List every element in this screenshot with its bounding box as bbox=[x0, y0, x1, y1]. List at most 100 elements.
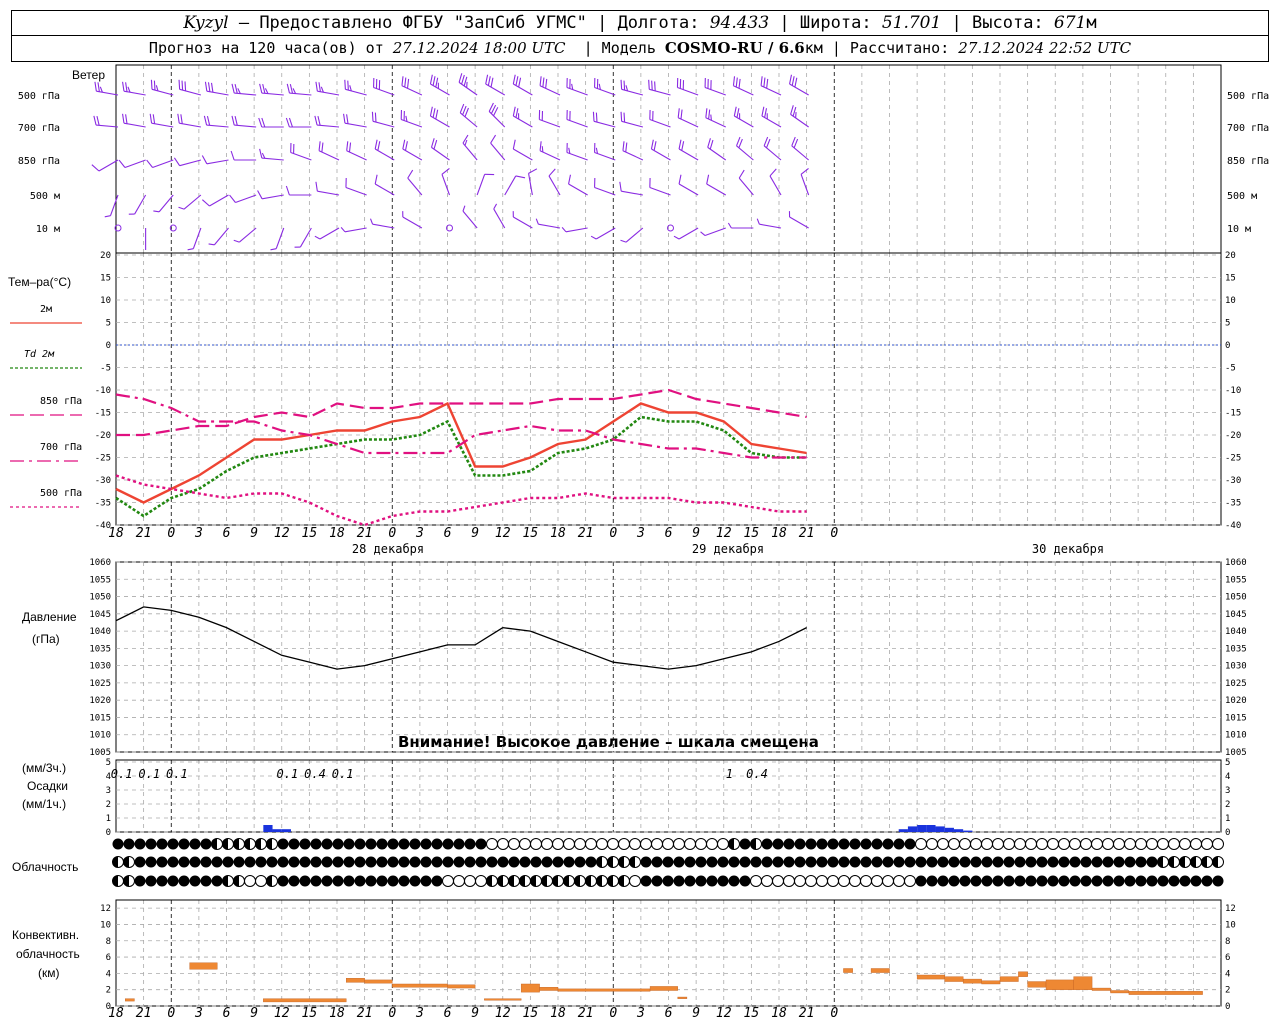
cloud-full bbox=[1124, 875, 1136, 887]
cloud-full bbox=[365, 856, 377, 868]
cloud-clear bbox=[1146, 838, 1158, 850]
wind-barb bbox=[93, 115, 119, 128]
wind-barb bbox=[791, 136, 809, 161]
cloud-full bbox=[332, 875, 344, 887]
precip-unit-3h: (мм/3ч.) bbox=[22, 761, 67, 775]
cloud-clear bbox=[530, 838, 542, 850]
precip-tick-left: 0 bbox=[106, 828, 111, 838]
cloud-full bbox=[816, 856, 828, 868]
cloud-full bbox=[332, 838, 344, 850]
cloud-full bbox=[420, 875, 432, 887]
cloud-full bbox=[167, 875, 179, 887]
precip-bar bbox=[926, 825, 936, 832]
x-tick-label: 9 bbox=[250, 1006, 258, 1021]
cloud-full bbox=[563, 856, 575, 868]
pressure-tick-left: 1005 bbox=[89, 748, 111, 758]
cloud-full bbox=[1047, 856, 1059, 868]
cloud-clear bbox=[970, 838, 982, 850]
conv-tick-right: 12 bbox=[1225, 904, 1236, 914]
x-tick-label: 6 bbox=[444, 1006, 452, 1021]
x-tick-label: 0 bbox=[167, 526, 175, 541]
precip-bar bbox=[898, 829, 908, 832]
precip-bar bbox=[917, 825, 927, 832]
pressure-tick-left: 1060 bbox=[89, 558, 111, 568]
cloud-clear bbox=[761, 875, 773, 887]
cloud-full bbox=[409, 838, 421, 850]
cloud-full bbox=[783, 856, 795, 868]
wind-barb bbox=[314, 227, 340, 240]
cloud-full bbox=[178, 856, 190, 868]
cloud-full bbox=[376, 875, 388, 887]
cloud-clear bbox=[497, 838, 509, 850]
cloud-full bbox=[816, 838, 828, 850]
cloud-full bbox=[1003, 856, 1015, 868]
cloud-clear bbox=[1168, 838, 1180, 850]
pressure-tick-right: 1060 bbox=[1225, 558, 1247, 568]
wind-barb bbox=[493, 203, 506, 229]
x-tick-label: 9 bbox=[692, 526, 700, 541]
forecast-from: 27.12.2024 18:00 UTC bbox=[392, 39, 566, 57]
wind-barb bbox=[230, 150, 257, 161]
conv-tick-right: 2 bbox=[1225, 986, 1230, 996]
temp-tick-left: 10 bbox=[100, 296, 111, 306]
pressure-tick-right: 1020 bbox=[1225, 696, 1247, 706]
pressure-tick-left: 1025 bbox=[89, 679, 111, 689]
cloud-clear bbox=[618, 838, 630, 850]
cloud-half bbox=[255, 838, 267, 850]
cloud-half bbox=[552, 875, 564, 887]
wind-level-left: 500 гПа bbox=[18, 91, 60, 102]
cloud-full bbox=[728, 875, 740, 887]
x-tick-label: 21 bbox=[799, 526, 815, 541]
cloud-full bbox=[684, 856, 696, 868]
cloud-full bbox=[805, 856, 817, 868]
conv-bar bbox=[364, 979, 393, 984]
wind-barb bbox=[400, 109, 423, 128]
cloud-full bbox=[772, 838, 784, 850]
wind-barb bbox=[229, 194, 257, 204]
cloud-full bbox=[1113, 856, 1125, 868]
cloud-clear bbox=[640, 838, 652, 850]
wind-barb bbox=[650, 139, 671, 161]
cloud-full bbox=[200, 856, 212, 868]
cloud-full bbox=[299, 838, 311, 850]
temp-title: Тем–ра(°C) bbox=[8, 275, 72, 289]
cloud-half bbox=[607, 856, 619, 868]
temp-series-3 bbox=[115, 393, 807, 459]
wind-barb bbox=[512, 211, 533, 229]
conv-tick-left: 6 bbox=[106, 953, 111, 963]
wind-barb bbox=[204, 81, 229, 96]
cloud-full bbox=[1168, 875, 1180, 887]
x-tick-label: 21 bbox=[799, 1006, 815, 1021]
cloud-full bbox=[937, 856, 949, 868]
wind-barb bbox=[538, 109, 561, 128]
cloud-full bbox=[882, 856, 894, 868]
cloud-full bbox=[849, 856, 861, 868]
conv-title-3: (км) bbox=[38, 966, 60, 980]
cloud-clear bbox=[1124, 838, 1136, 850]
wind-barb bbox=[231, 83, 257, 96]
wind-barb bbox=[178, 79, 202, 96]
pressure-tick-right: 1005 bbox=[1225, 748, 1247, 758]
cloud-full bbox=[244, 856, 256, 868]
temp-tick-right: -30 bbox=[1225, 476, 1241, 486]
cloud-clear bbox=[629, 838, 641, 850]
cloud-full bbox=[959, 856, 971, 868]
alt-label: Высота: bbox=[972, 13, 1044, 33]
precip-tick-right: 4 bbox=[1225, 772, 1230, 782]
cloud-full bbox=[277, 856, 289, 868]
cloud-clear bbox=[574, 838, 586, 850]
x-tick-label: 12 bbox=[495, 1006, 511, 1021]
wind-barb bbox=[561, 227, 588, 233]
legend-label-2: 850 гПа bbox=[40, 396, 82, 407]
cloud-clear bbox=[794, 875, 806, 887]
cloud-clear bbox=[937, 838, 949, 850]
wind-barb bbox=[590, 227, 616, 240]
cloud-full bbox=[1058, 856, 1070, 868]
wind-barb bbox=[678, 139, 699, 161]
x-tick-label: 0 bbox=[830, 1006, 838, 1021]
wind-barb bbox=[231, 115, 257, 128]
precip-bar bbox=[944, 827, 954, 832]
wind-barb bbox=[315, 81, 340, 96]
wind-barb bbox=[594, 177, 616, 196]
cloud-full bbox=[431, 875, 443, 887]
